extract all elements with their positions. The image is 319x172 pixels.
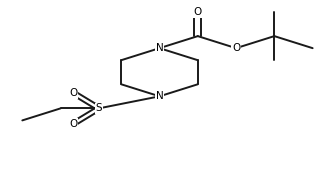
Text: O: O: [69, 119, 78, 129]
Text: O: O: [232, 43, 240, 53]
Text: N: N: [156, 91, 163, 101]
Text: N: N: [156, 43, 163, 53]
Text: S: S: [96, 103, 102, 113]
Text: O: O: [194, 7, 202, 17]
Text: O: O: [69, 88, 78, 98]
